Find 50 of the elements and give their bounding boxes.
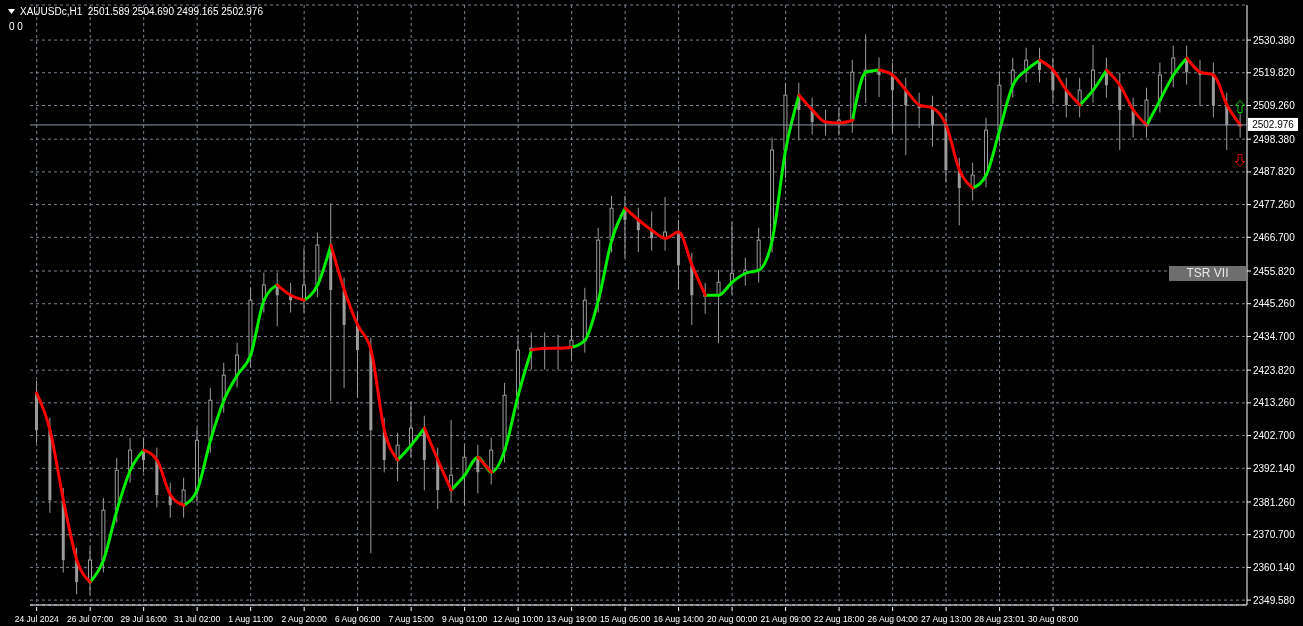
y-tick-label: 2530.380	[1253, 34, 1296, 46]
annotation: TSR VII	[1169, 266, 1246, 281]
x-tick-label: 26 Jul 07:00	[67, 614, 114, 624]
y-tick-label: 2466.700	[1253, 231, 1296, 243]
x-tick-label: 2 Aug 20:00	[281, 614, 328, 624]
y-tick-label: 2392.140	[1253, 462, 1296, 474]
x-tick-label: 28 Aug 23:01	[974, 614, 1025, 624]
candlestick	[462, 444, 467, 507]
x-tick-label: 1 Aug 11:00	[228, 614, 274, 624]
candlestick	[1051, 57, 1055, 104]
x-tick-label: 6 Aug 06:00	[334, 614, 381, 624]
x-tick-label: 13 Aug 19:00	[546, 614, 597, 624]
y-tick-label: 2509.260	[1253, 100, 1296, 112]
y-tick-label: 2455.820	[1253, 265, 1296, 277]
x-tick-label: 20 Aug 00:00	[707, 614, 758, 624]
annotation: XAUUSDc,H1 2501.589 2504.690 2499.165 2502.976	[20, 6, 263, 17]
x-tick-label: 26 Aug 04:00	[867, 614, 918, 624]
y-tick-label: 2519.820	[1253, 67, 1296, 79]
y-tick-label: 2423.820	[1253, 364, 1296, 376]
y-tick-label: 2370.700	[1253, 529, 1296, 541]
x-tick-label: 9 Aug 01:00	[441, 614, 488, 624]
candlestick	[1091, 44, 1096, 104]
x-tick-label: 7 Aug 15:00	[388, 614, 435, 624]
x-tick-label: 12 Aug 10:00	[493, 614, 544, 624]
candlestick	[569, 327, 574, 361]
candlestick	[181, 477, 186, 519]
x-tick-label: 15 Aug 05:00	[600, 614, 651, 624]
y-tick-label: 2349.580	[1253, 594, 1296, 606]
candlestick	[408, 401, 413, 459]
x-tick-label: 24 Jul 2024	[14, 614, 59, 624]
candlestick	[1077, 77, 1082, 118]
y-tick-label: 2360.140	[1253, 561, 1296, 573]
y-tick-label: 2434.700	[1253, 330, 1296, 342]
x-tick-label: 31 Jul 02:00	[174, 614, 221, 624]
x-tick-label: 29 Jul 16:00	[120, 614, 168, 624]
y-tick-label: 2477.260	[1253, 199, 1296, 211]
y-tick-label: 2402.700	[1253, 430, 1296, 442]
y-tick-label: 2381.260	[1253, 496, 1296, 508]
text: 0 0	[9, 21, 23, 32]
x-tick-label: 21 Aug 09:00	[760, 614, 811, 624]
ref-line-label: 2502.976	[1252, 119, 1295, 131]
x-tick-label: 27 Aug 13:00	[921, 614, 972, 624]
y-tick-label: 2487.820	[1253, 166, 1296, 178]
x-tick-label: 16 Aug 14:00	[653, 614, 704, 624]
candlestick	[716, 269, 721, 344]
y-tick-label: 2498.380	[1253, 133, 1296, 145]
x-tick-label: 30 Aug 08:00	[1028, 614, 1079, 624]
y-tick-label: 2445.260	[1253, 298, 1296, 310]
y-tick-label: 2413.260	[1253, 397, 1296, 409]
x-tick-label: 22 Aug 18:00	[814, 614, 865, 624]
